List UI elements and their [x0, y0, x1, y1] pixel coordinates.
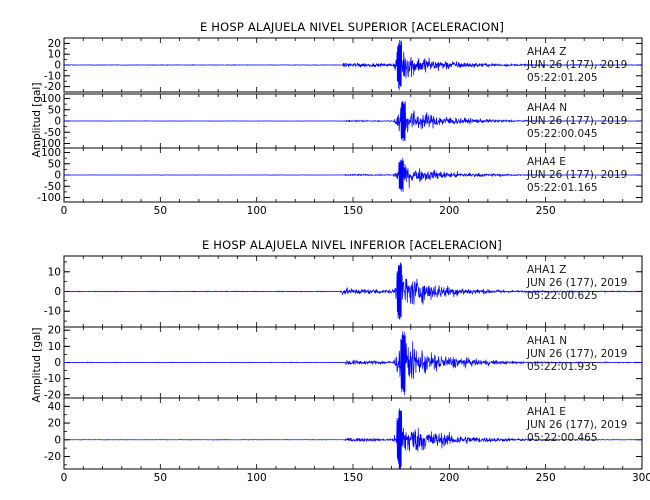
trace-station-label: AHA4 Z [527, 46, 566, 58]
x-tick-label: 200 [439, 472, 459, 484]
waveform-trace [64, 40, 643, 91]
x-tick-label: 50 [154, 472, 167, 484]
trace-time-label: 05:22:00.625 [527, 290, 598, 302]
y-tick-label: 0 [54, 434, 61, 446]
waveform-trace [64, 331, 643, 396]
y-tick-label: -10 [44, 70, 61, 82]
trace-date-label: JUN 26 (177), 2019 [526, 169, 627, 181]
trace-station-label: AHA4 N [527, 102, 567, 114]
x-tick-label: 150 [343, 472, 363, 484]
trace-time-label: 05:22:01.205 [527, 72, 598, 84]
y-tick-label: -50 [44, 181, 61, 193]
trace-date-label: JUN 26 (177), 2019 [526, 419, 627, 431]
y-tick-label: 10 [48, 49, 61, 61]
y-tick-label: 0 [54, 286, 61, 298]
y-tick-label: 10 [48, 266, 61, 278]
y-tick-label: 20 [48, 418, 61, 430]
x-tick-label: 250 [536, 205, 556, 217]
y-tick-label: -20 [44, 81, 61, 93]
lower-group: E HOSP ALAJUELA NIVEL INFERIOR [ACELERAC… [31, 238, 650, 484]
trace-station-label: AHA4 E [527, 156, 566, 168]
lower-x-axis: 0 50 100 150 200 250 300 [61, 472, 650, 484]
waveform-trace [63, 262, 642, 320]
trace-station-label: AHA1 E [527, 406, 566, 418]
waveform-trace [64, 157, 643, 192]
y-tick-label: 50 [48, 104, 61, 116]
lower-chart-title: E HOSP ALAJUELA NIVEL INFERIOR [ACELERAC… [202, 238, 502, 252]
x-tick-label: 100 [247, 472, 267, 484]
trace-time-label: 05:22:01.165 [527, 182, 598, 194]
trace-time-label: 05:22:00.045 [527, 128, 598, 140]
y-tick-label: -20 [44, 389, 61, 401]
y-tick-label: 20 [48, 38, 61, 50]
y-tick-label: -10 [44, 306, 61, 318]
x-tick-label: 50 [154, 205, 167, 217]
y-tick-label: -50 [44, 127, 61, 139]
y-tick-label: 100 [41, 147, 61, 159]
y-tick-label: 40 [48, 401, 61, 413]
trace-date-label: JUN 26 (177), 2019 [526, 348, 627, 360]
waveform-trace [63, 100, 643, 142]
trace-station-label: AHA1 Z [527, 264, 566, 276]
trace-date-label: JUN 26 (177), 2019 [526, 59, 627, 71]
x-tick-label: 150 [343, 205, 363, 217]
trace-time-label: 05:22:00.465 [527, 432, 598, 444]
y-tick-label: 0 [54, 60, 61, 72]
x-tick-label: 200 [439, 205, 459, 217]
trace-time-label: 05:22:01.935 [527, 361, 598, 373]
y-tick-label: -100 [37, 192, 61, 204]
upper-x-axis: 0 50 100 150 200 250 [61, 205, 556, 217]
y-tick-label: 0 [54, 170, 61, 182]
lower-y-axis-label: Amplitud [gal] [31, 328, 43, 403]
x-tick-label: 300 [632, 472, 650, 484]
y-tick-label: -10 [44, 373, 61, 385]
upper-chart-title: E HOSP ALAJUELA NIVEL SUPERIOR [ACELERAC… [200, 20, 504, 34]
y-tick-label: 100 [41, 93, 61, 105]
trace-station-label: AHA1 N [527, 335, 567, 347]
y-tick-label: 10 [48, 341, 61, 353]
y-tick-label: 50 [48, 158, 61, 170]
y-tick-label: 0 [54, 116, 61, 128]
trace-date-label: JUN 26 (177), 2019 [526, 115, 627, 127]
x-tick-label: 100 [247, 205, 267, 217]
x-tick-label: 250 [536, 472, 556, 484]
x-tick-label: 0 [61, 472, 68, 484]
trace-date-label: JUN 26 (177), 2019 [526, 277, 627, 289]
y-tick-label: -100 [37, 138, 61, 150]
upper-y-axis-label: Amplitud [gal] [31, 83, 43, 158]
y-tick-label: -20 [44, 451, 61, 463]
upper-group: E HOSP ALAJUELA NIVEL SUPERIOR [ACELERAC… [31, 20, 643, 217]
waveform-trace [63, 408, 643, 469]
y-tick-label: 0 [54, 357, 61, 369]
y-tick-label: 20 [48, 325, 61, 337]
x-tick-label: 0 [61, 205, 68, 217]
